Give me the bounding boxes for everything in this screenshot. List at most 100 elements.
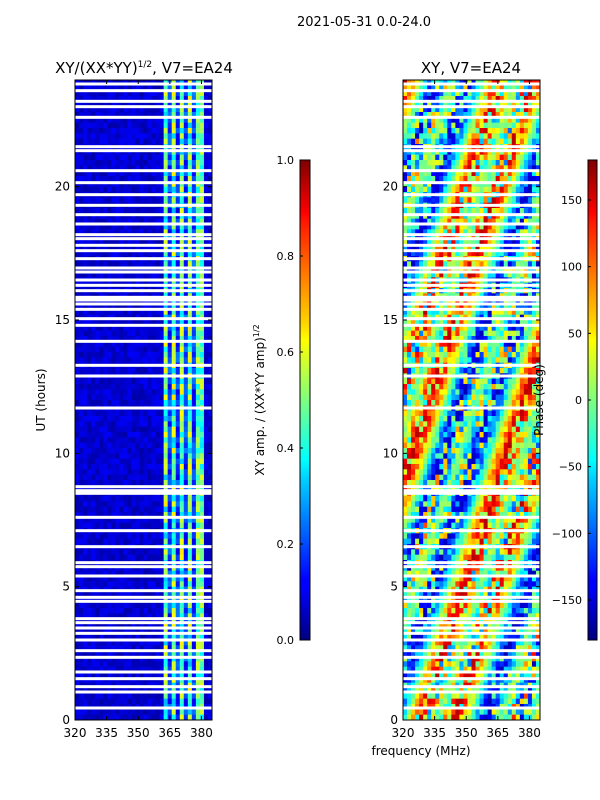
amp-heat-cell [155,693,161,700]
amp-heat-cell [163,474,169,481]
amp-heat-cell [171,165,177,172]
phase-heat-cell [475,197,480,204]
amp-heat-cell [195,133,201,140]
amp-heat-cell [159,581,165,588]
amp-heat-cell [191,480,197,486]
amp-heat-cell [107,421,112,428]
amp-heat-cell [115,640,120,646]
amp-heat-cell [203,410,209,417]
amp-heat-cell [111,666,116,673]
amp-heat-cell [195,346,201,353]
amp-heat-cell [131,240,136,246]
amp-heat-cell [171,592,177,598]
phase-heat-cell [407,154,412,161]
phase-heat-cell [527,128,533,134]
amp-heat-cell [151,208,156,214]
amp-heat-cell [75,304,80,310]
amp-heat-cell [163,378,169,385]
amp-heat-cell [163,709,169,716]
amp-heat-cell [147,160,152,166]
amp-heat-cell [95,389,100,396]
amp-heat-cell [163,181,169,188]
amp-heat-cell [111,677,116,684]
phase-heat-cell [483,165,489,172]
phase-heat-cell [407,170,412,177]
amp-heat-cell [135,165,140,172]
amp-heat-cell [199,554,205,561]
phase-heat-cell [439,165,444,172]
phase-heat-cell [519,197,525,204]
amp-heat-cell [155,245,161,252]
amp-heat-cell [195,533,201,540]
amp-heat-cell [143,309,148,316]
amp-heat-cell [179,442,185,449]
amp-heat-cell [115,538,120,545]
amp-heat-cell [195,432,201,438]
amp-heat-cell [155,522,161,529]
amp-heat-cell [183,602,189,609]
amp-heat-cell [131,272,136,278]
amp-flag-gap [75,181,212,185]
amp-heat-cell [75,656,80,662]
amp-heat-cell [195,469,201,476]
amp-heat-cell [131,384,136,390]
amp-heat-cell [135,250,140,257]
phase-heat-cell [407,112,412,118]
phase-heat-cell [523,117,529,124]
amp-heat-cell [135,320,140,326]
amp-heat-cell [171,709,177,716]
phase-heat-cell [471,149,476,156]
phase-heat-cell [535,90,541,97]
phase-heat-cell [451,112,456,118]
amp-heat-cell [167,106,173,113]
amp-heat-cell [151,330,156,337]
amp-heat-cell [183,480,189,486]
amp-heat-cell [199,101,205,108]
amp-heat-cell [187,154,193,161]
amp-heat-cell [79,437,84,444]
amp-heat-cell [87,410,92,417]
phase-heat-cell [515,181,521,188]
phase-heat-cell [435,96,440,102]
amp-heat-cell [91,298,96,305]
amp-heat-cell [103,181,108,188]
phase-heat-cell [423,165,428,172]
amp-heat-cell [91,714,96,721]
amp-heat-cell [87,309,92,316]
amp-heat-cell [139,517,144,524]
amp-heat-cell [123,677,128,684]
amp-heat-cell [91,112,96,118]
amp-heat-cell [107,266,112,273]
amp-heat-cell [99,458,104,465]
phase-heat-cell [411,112,416,118]
amp-heat-cell [183,469,189,476]
amp-heat-cell [131,442,136,449]
amp-heat-cell [119,138,124,145]
amp-heat-cell [111,672,116,678]
amp-heat-cell [103,634,108,641]
amp-heat-cell [115,154,120,161]
amp-heat-cell [191,400,197,406]
amp-heat-cell [183,352,189,358]
amp-heat-cell [91,464,96,470]
amp-heat-cell [171,160,177,166]
amp-heat-cell [83,640,88,646]
amp-heat-cell [87,346,92,353]
amp-heat-cell [179,357,185,364]
amp-heat-cell [111,197,116,204]
amp-heat-cell [75,634,80,641]
amp-heat-cell [171,645,177,652]
amp-flag-gap [75,82,212,86]
amp-heat-cell [187,554,193,561]
amp-heat-cell [179,320,185,326]
amp-heat-cell [107,138,112,145]
amp-heat-cell [159,608,165,614]
amp-heat-cell [171,400,177,406]
amp-heat-cell [139,709,144,716]
amp-heat-cell [135,341,140,348]
amp-heat-cell [195,517,201,524]
amp-heat-cell [91,432,96,438]
phase-heat-cell [431,101,436,108]
amp-heat-cell [87,474,92,481]
phase-heat-cell [439,122,444,129]
